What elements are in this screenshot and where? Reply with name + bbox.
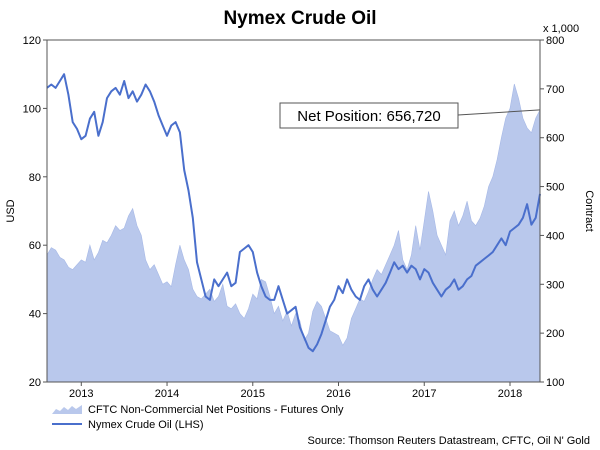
x-tick-label: 2018 [498, 388, 522, 400]
right-tick-label: 600 [546, 133, 564, 145]
crude-oil-line [46, 73, 541, 353]
right-axis-label: Contract [583, 190, 595, 232]
x-tick-label: 2016 [326, 388, 350, 400]
net-positions-area-group [46, 83, 541, 383]
left-tick-label: 40 [29, 309, 41, 321]
source-note: Source: Thomson Reuters Datastream, CFTC… [308, 435, 591, 447]
right-axis-unit: x 1,000 [543, 23, 579, 35]
right-tick-label: 300 [546, 279, 564, 291]
x-tick-label: 2015 [241, 388, 265, 400]
left-tick-label: 120 [23, 35, 41, 47]
left-tick-label: 20 [29, 377, 41, 389]
left-axis: 120 100 80 60 40 20 [23, 35, 47, 389]
annotation-text: Net Position: 656,720 [297, 108, 440, 125]
chart-title: Nymex Crude Oil [223, 8, 376, 29]
right-tick-label: 700 [546, 84, 564, 96]
legend-label-crude-oil: Nymex Crude Oil (LHS) [88, 419, 204, 431]
right-axis: 800 700 600 500 400 300 200 100 [540, 35, 564, 389]
right-tick-label: 200 [546, 328, 564, 340]
left-tick-label: 80 [29, 172, 41, 184]
legend: CFTC Non-Commercial Net Positions - Futu… [52, 404, 344, 431]
right-tick-label: 400 [546, 230, 564, 242]
x-axis: 2013 2014 2015 2016 2017 2018 [69, 382, 522, 400]
x-tick-label: 2017 [412, 388, 436, 400]
right-tick-label: 800 [546, 35, 564, 47]
right-tick-label: 500 [546, 182, 564, 194]
left-tick-label: 100 [23, 103, 41, 115]
x-tick-label: 2013 [69, 388, 93, 400]
x-tick-label: 2014 [155, 388, 179, 400]
annotation-box [279, 102, 459, 129]
right-tick-label: 100 [546, 377, 564, 389]
net-positions-area [46, 83, 541, 383]
legend-area-swatch [52, 405, 82, 414]
annotation-leader-line [457, 109, 541, 116]
plot-frame [46, 39, 541, 383]
crude-oil-line-group [46, 73, 541, 353]
left-axis-label: USD [5, 199, 17, 222]
legend-label-net-positions: CFTC Non-Commercial Net Positions - Futu… [88, 404, 344, 416]
left-tick-label: 60 [29, 240, 41, 252]
